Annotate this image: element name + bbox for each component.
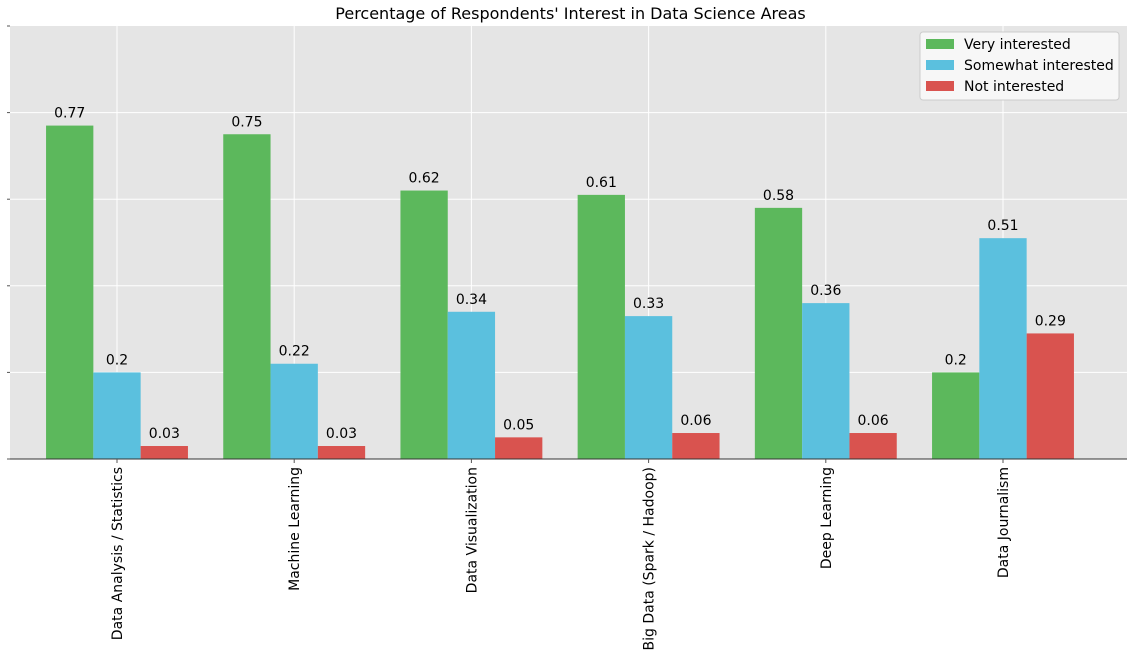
bar bbox=[400, 190, 448, 460]
bar bbox=[979, 238, 1027, 459]
bar-value-label: 0.61 bbox=[586, 175, 617, 191]
legend-label: Very interested bbox=[964, 37, 1071, 53]
bar-value-label: 0.34 bbox=[456, 292, 487, 308]
bar-value-label: 0.22 bbox=[279, 344, 310, 360]
bar-value-label: 0.77 bbox=[54, 106, 85, 122]
bar bbox=[140, 446, 188, 459]
bar bbox=[672, 433, 720, 459]
x-tick-label: Data Analysis / Statistics bbox=[110, 467, 126, 640]
x-tick-label: Big Data (Spark / Hadoop) bbox=[642, 467, 658, 650]
legend: Very interested Somewhat interested Not in… bbox=[919, 31, 1120, 101]
bar-value-label: 0.75 bbox=[231, 114, 262, 130]
chart-title: Percentage of Respondents' Interest in D… bbox=[335, 4, 805, 23]
bar-value-label: 0.36 bbox=[810, 283, 841, 299]
bar bbox=[270, 363, 318, 459]
legend-swatch bbox=[926, 60, 954, 70]
x-tick-label: Data Visualization bbox=[464, 467, 480, 593]
bar bbox=[46, 125, 94, 459]
bar bbox=[802, 303, 850, 459]
bar-value-label: 0.51 bbox=[987, 218, 1018, 234]
legend-label: Not interested bbox=[964, 79, 1064, 95]
bar-value-label: 0.2 bbox=[106, 352, 128, 368]
bar-value-label: 0.2 bbox=[945, 352, 967, 368]
legend-swatch bbox=[926, 39, 954, 49]
bar-value-label: 0.58 bbox=[763, 188, 794, 204]
bar-value-label: 0.03 bbox=[149, 426, 180, 442]
legend-box bbox=[919, 31, 1120, 101]
bar-value-label: 0.06 bbox=[680, 413, 711, 429]
bar-value-label: 0.29 bbox=[1035, 313, 1066, 329]
bar-value-label: 0.62 bbox=[409, 171, 440, 187]
bar bbox=[495, 437, 543, 459]
x-tick-label: Data Journalism bbox=[996, 467, 1012, 578]
bar bbox=[1026, 333, 1074, 459]
bar-value-label: 0.06 bbox=[858, 413, 889, 429]
bar-value-label: 0.33 bbox=[633, 296, 664, 312]
x-tick-label: Machine Learning bbox=[287, 467, 303, 591]
bar bbox=[93, 372, 141, 459]
bar bbox=[932, 372, 980, 459]
bar bbox=[754, 207, 803, 459]
legend-swatch bbox=[926, 81, 954, 91]
bar bbox=[577, 194, 625, 459]
bar bbox=[223, 134, 271, 459]
legend-label: Somewhat interested bbox=[964, 58, 1114, 74]
bar-value-label: 0.03 bbox=[326, 426, 357, 442]
axes: Data Analysis / Statistics Machine Learni… bbox=[7, 25, 1127, 650]
bar bbox=[849, 433, 897, 459]
x-tick-label: Deep Learning bbox=[819, 467, 835, 569]
bars: 0.77 0.75 0.62 0.61 0.58 0.2 0.2 0.22 0.34 0.33 0.… bbox=[46, 106, 1074, 460]
bar-value-label: 0.05 bbox=[503, 417, 534, 433]
bar bbox=[317, 446, 366, 459]
bar bbox=[447, 311, 496, 459]
bar bbox=[624, 316, 673, 459]
